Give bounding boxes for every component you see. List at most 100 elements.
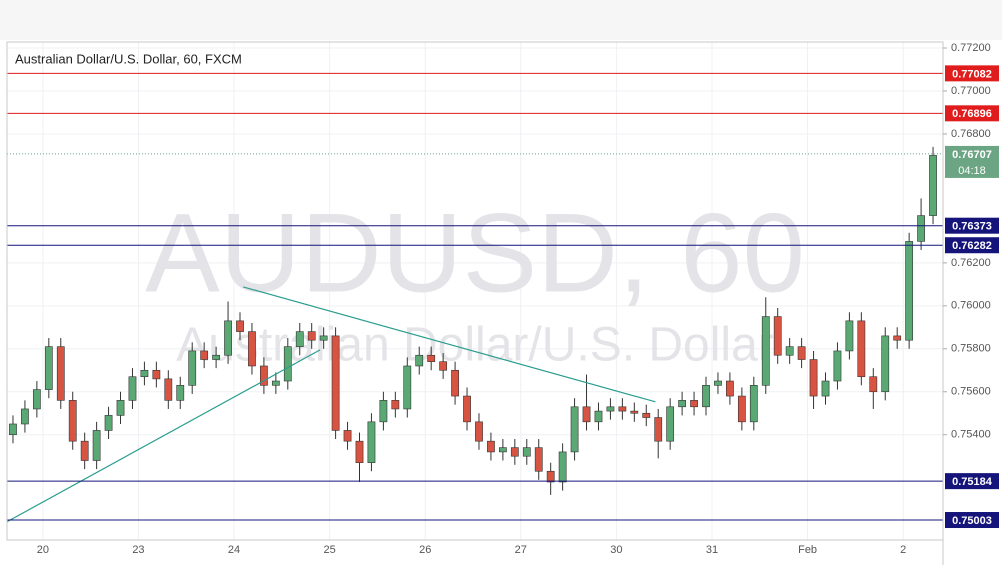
y-tick-label: 0.76200 <box>951 257 991 269</box>
candle-body <box>451 369 459 397</box>
candle-body <box>9 423 17 436</box>
level-label: 0.75003 <box>952 515 992 527</box>
candle-body <box>797 346 806 360</box>
candle-body <box>594 410 603 423</box>
candle-body <box>534 447 543 472</box>
x-tick-label: Feb <box>798 544 817 556</box>
candle-body <box>833 350 842 382</box>
y-tick-label: 0.75800 <box>951 343 991 355</box>
level-label: 0.76373 <box>952 221 992 233</box>
level-label-box <box>945 217 999 234</box>
candle-body <box>152 369 161 380</box>
candle-body <box>606 406 615 412</box>
marks-layer <box>6 72 943 523</box>
candle-body <box>319 335 328 341</box>
toolbar <box>0 0 1002 40</box>
candle-body <box>666 406 675 442</box>
level-label-box <box>945 65 999 82</box>
candle-body <box>188 350 197 386</box>
level-label: 0.75184 <box>952 476 993 488</box>
candle-body <box>68 400 77 442</box>
candle-body <box>678 400 686 408</box>
candle-body <box>415 354 424 367</box>
candle-body <box>200 350 209 360</box>
chart-title: Australian Dollar/U.S. Dollar, 60, FXCM <box>15 51 242 66</box>
grid-layer <box>7 42 943 540</box>
y-tick-label: 0.77000 <box>951 85 991 97</box>
y-tick-label: 0.75600 <box>951 386 991 398</box>
candle-body <box>307 331 316 341</box>
candle-body <box>737 395 746 423</box>
candle-body <box>164 378 173 401</box>
candle-body <box>21 408 29 425</box>
candle-body <box>905 241 914 341</box>
candle-body <box>487 440 495 453</box>
candle-body <box>654 417 663 442</box>
candle-body <box>929 155 937 216</box>
candle-body <box>522 447 531 457</box>
candle-body <box>295 331 304 347</box>
candle-body <box>104 415 113 431</box>
candle-body <box>881 335 890 393</box>
level-label-box <box>945 473 999 490</box>
x-tick-label: 24 <box>228 544 240 556</box>
x-tick-label: 26 <box>419 544 431 556</box>
candle-body <box>391 400 400 410</box>
candle-body <box>427 354 436 362</box>
candle-body <box>463 395 471 423</box>
y-tick-label: 0.77200 <box>951 42 991 54</box>
candle-body <box>869 376 878 393</box>
candle-body <box>355 440 364 463</box>
candle-body <box>260 365 268 386</box>
candle-body <box>510 447 519 457</box>
level-label-box <box>945 105 999 122</box>
candle-body <box>379 400 388 423</box>
candle-body <box>630 410 639 414</box>
candle-body <box>690 400 698 408</box>
candle-body <box>212 354 220 360</box>
candle-body <box>582 406 591 423</box>
candle-body <box>917 215 925 242</box>
candle-body <box>367 421 376 463</box>
trendline <box>6 349 321 523</box>
x-tick-label: 23 <box>132 544 144 556</box>
candle-body <box>618 406 627 412</box>
candle-body <box>809 359 818 397</box>
level-label: 0.76282 <box>952 240 992 252</box>
candle-body <box>761 316 770 386</box>
x-tick-label: 25 <box>323 544 335 556</box>
candle-body <box>785 346 794 356</box>
x-tick-label: 20 <box>37 544 49 556</box>
trendline <box>243 286 656 403</box>
candle-body <box>116 400 125 416</box>
candle-body <box>331 335 340 431</box>
candle-body <box>248 331 256 367</box>
watermark: AUDUSD, 60 <box>145 191 805 316</box>
candle-body <box>845 320 854 352</box>
candle-body <box>283 346 292 382</box>
candle-body <box>714 380 722 386</box>
candle-body <box>32 389 41 410</box>
candle-body <box>176 385 185 401</box>
candle-body <box>140 369 149 378</box>
candle-body <box>271 380 280 386</box>
candle-body <box>498 447 507 453</box>
last-price-box <box>945 145 999 178</box>
candle-body <box>56 346 65 401</box>
candle-body <box>80 440 89 461</box>
candle-body <box>546 470 555 483</box>
candle-body <box>128 376 137 401</box>
candle-body <box>773 316 782 356</box>
candle-body <box>343 430 352 442</box>
candle-body <box>702 385 710 408</box>
candle-body <box>821 380 830 397</box>
level-label: 0.76896 <box>952 108 992 120</box>
x-tick-label: 30 <box>610 544 622 556</box>
x-tick-label: 31 <box>706 544 718 556</box>
candle-body <box>475 421 483 442</box>
candle-body <box>224 320 232 356</box>
candle-body <box>236 320 244 332</box>
